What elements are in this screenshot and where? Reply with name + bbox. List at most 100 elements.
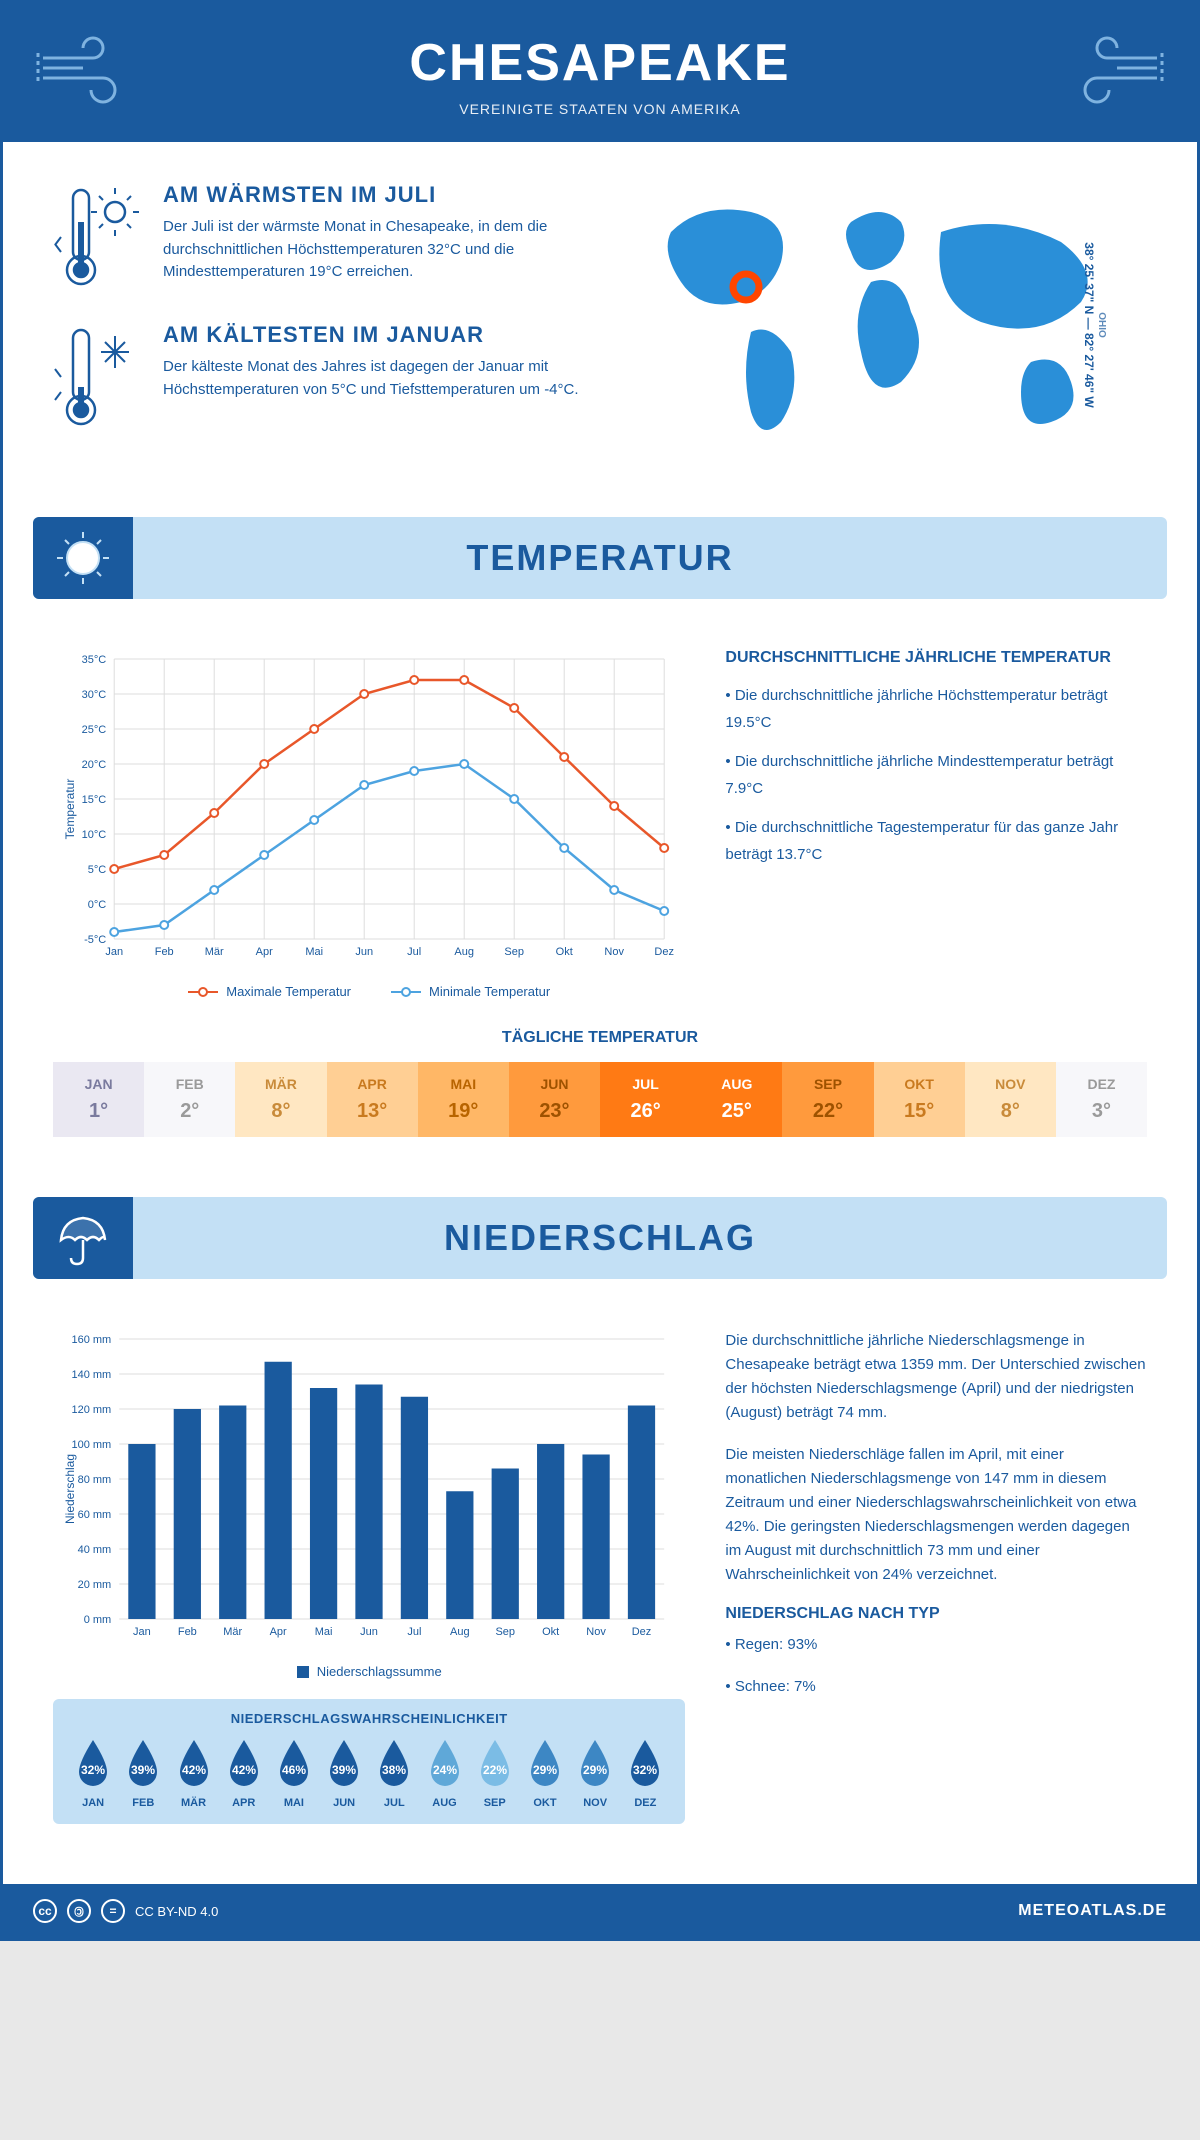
page-subtitle: VEREINIGTE STAATEN VON AMERIKA (23, 101, 1177, 117)
section-header-precipitation: NIEDERSCHLAG (33, 1197, 1167, 1279)
svg-text:Mär: Mär (205, 946, 224, 958)
thermometer-cold-icon (53, 322, 143, 432)
by-icon: 🄯 (67, 1899, 91, 1923)
drop: 38%JUL (369, 1738, 419, 1809)
svg-text:Okt: Okt (556, 946, 573, 958)
svg-text:38%: 38% (382, 1763, 406, 1777)
temp-cell: MÄR8° (235, 1062, 326, 1137)
svg-text:120 mm: 120 mm (71, 1404, 111, 1416)
svg-text:25°C: 25°C (82, 724, 107, 736)
license: cc 🄯 = CC BY-ND 4.0 (33, 1899, 218, 1923)
temp-cell: NOV8° (965, 1062, 1056, 1137)
temp-cell: APR13° (327, 1062, 418, 1137)
svg-text:0°C: 0°C (88, 899, 107, 911)
bullet: • Regen: 93% (725, 1633, 1147, 1657)
svg-text:29%: 29% (533, 1763, 557, 1777)
temp-cell: MAI19° (418, 1062, 509, 1137)
coordinates: OHIO38° 25' 37" N — 82° 27' 46" W (1082, 242, 1107, 407)
drop: 39%FEB (118, 1738, 168, 1809)
svg-text:39%: 39% (131, 1763, 155, 1777)
summary-text: Die meisten Niederschläge fallen im Apri… (725, 1443, 1147, 1587)
precipitation-body: 0 mm20 mm40 mm60 mm80 mm100 mm120 mm140 … (3, 1299, 1197, 1854)
svg-text:80 mm: 80 mm (78, 1474, 112, 1486)
svg-text:30°C: 30°C (82, 689, 107, 701)
drop: 42%APR (219, 1738, 269, 1809)
svg-text:42%: 42% (232, 1763, 256, 1777)
nd-icon: = (101, 1899, 125, 1923)
temp-cell: FEB2° (144, 1062, 235, 1137)
svg-text:Jan: Jan (133, 1626, 151, 1638)
svg-text:Okt: Okt (542, 1626, 559, 1638)
fact-body: Der Juli ist der wärmste Monat in Chesap… (163, 216, 585, 284)
svg-text:Jan: Jan (105, 946, 123, 958)
svg-text:10°C: 10°C (82, 829, 107, 841)
drop: 42%MÄR (168, 1738, 218, 1809)
type-heading: NIEDERSCHLAG NACH TYP (725, 1605, 1147, 1623)
svg-text:Mai: Mai (305, 946, 323, 958)
svg-text:Dez: Dez (654, 946, 674, 958)
svg-text:Aug: Aug (454, 946, 474, 958)
section-title: NIEDERSCHLAG (83, 1217, 1117, 1259)
sun-icon (33, 517, 133, 599)
drop: 39%JUN (319, 1738, 369, 1809)
svg-text:40 mm: 40 mm (78, 1544, 112, 1556)
fact-title: AM WÄRMSTEN IM JULI (163, 182, 585, 208)
bullet: • Die durchschnittliche jährliche Höchst… (725, 682, 1147, 736)
drop: 22%SEP (470, 1738, 520, 1809)
svg-text:22%: 22% (483, 1763, 507, 1777)
temp-cell: OKT15° (874, 1062, 965, 1137)
page-title: CHESAPEAKE (23, 33, 1177, 93)
map-region: OHIO38° 25' 37" N — 82° 27' 46" W (615, 182, 1147, 467)
svg-text:Mär: Mär (223, 1626, 242, 1638)
svg-text:29%: 29% (583, 1763, 607, 1777)
drop: 29%OKT (520, 1738, 570, 1809)
drop: 24%AUG (419, 1738, 469, 1809)
header: CHESAPEAKE VEREINIGTE STAATEN VON AMERIK… (3, 3, 1197, 142)
precipitation-summary: Die durchschnittliche jährliche Niedersc… (725, 1329, 1147, 1824)
bullet: • Die durchschnittliche jährliche Mindes… (725, 748, 1147, 802)
svg-text:Nov: Nov (586, 1626, 606, 1638)
drop: 29%NOV (570, 1738, 620, 1809)
svg-text:Sep: Sep (495, 1626, 515, 1638)
chart-legend: Niederschlagssumme (53, 1664, 685, 1679)
chart-legend: #leg-max::after{border-color:#e8572a}Max… (53, 984, 685, 999)
svg-text:Temperatur: Temperatur (63, 779, 77, 840)
thermometer-hot-icon (53, 182, 143, 292)
svg-text:Aug: Aug (450, 1626, 470, 1638)
section-title: TEMPERATUR (83, 537, 1117, 579)
temperature-body: -5°C0°C5°C10°C15°C20°C25°C30°C35°CJanFeb… (3, 619, 1197, 1029)
umbrella-icon (33, 1197, 133, 1279)
svg-text:32%: 32% (633, 1763, 657, 1777)
temp-cell: JAN1° (53, 1062, 144, 1137)
svg-text:Nov: Nov (604, 946, 624, 958)
brand: METEOATLAS.DE (1018, 1902, 1167, 1920)
drop: 32%DEZ (620, 1738, 670, 1809)
page: CHESAPEAKE VEREINIGTE STAATEN VON AMERIK… (0, 0, 1200, 1941)
intro: AM WÄRMSTEN IM JULI Der Juli ist der wär… (3, 142, 1197, 497)
svg-text:Jun: Jun (355, 946, 373, 958)
svg-text:-5°C: -5°C (84, 934, 106, 946)
temp-cell: JUL26° (600, 1062, 691, 1137)
intro-facts: AM WÄRMSTEN IM JULI Der Juli ist der wär… (53, 182, 585, 467)
svg-text:0 mm: 0 mm (84, 1614, 112, 1626)
daily-heading: TÄGLICHE TEMPERATUR (53, 1029, 1147, 1047)
svg-text:20°C: 20°C (82, 759, 107, 771)
temp-cell: JUN23° (509, 1062, 600, 1137)
bullet: • Schnee: 7% (725, 1675, 1147, 1699)
svg-text:140 mm: 140 mm (71, 1369, 111, 1381)
temp-cell: SEP22° (782, 1062, 873, 1137)
temp-cell: AUG25° (691, 1062, 782, 1137)
svg-text:Feb: Feb (178, 1626, 197, 1638)
svg-text:Mai: Mai (315, 1626, 333, 1638)
svg-text:Jun: Jun (360, 1626, 378, 1638)
drop: 46%MAI (269, 1738, 319, 1809)
wind-icon (1067, 33, 1167, 113)
cc-icon: cc (33, 1899, 57, 1923)
drop: 32%JAN (68, 1738, 118, 1809)
fact-body: Der kälteste Monat des Jahres ist dagege… (163, 356, 585, 401)
svg-text:42%: 42% (181, 1763, 205, 1777)
svg-text:Niederschlag: Niederschlag (63, 1454, 77, 1524)
svg-text:Dez: Dez (632, 1626, 652, 1638)
bullet: • Die durchschnittliche Tagestemperatur … (725, 814, 1147, 868)
svg-text:5°C: 5°C (88, 864, 107, 876)
